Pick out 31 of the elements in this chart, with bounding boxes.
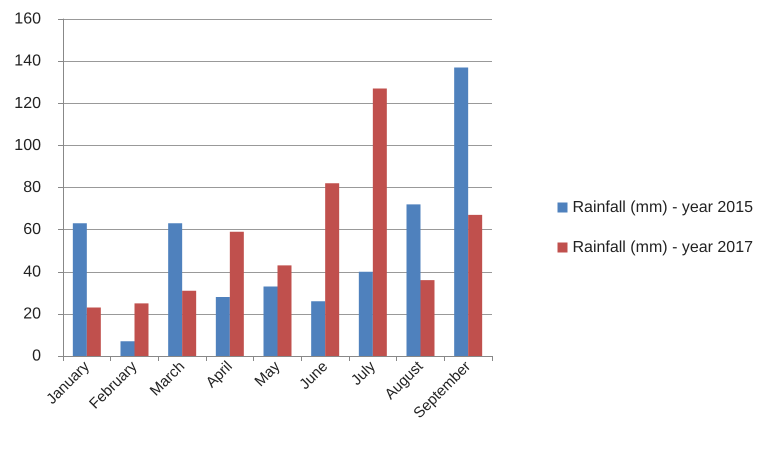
bar bbox=[468, 214, 482, 356]
bar bbox=[134, 303, 148, 356]
bar bbox=[278, 265, 292, 356]
bar bbox=[325, 183, 340, 356]
y-tick-label: 140 bbox=[14, 52, 42, 70]
x-tick-label: May bbox=[251, 358, 284, 390]
legend-label: Rainfall (mm) - year 2017 bbox=[572, 239, 754, 256]
y-tick-label: 20 bbox=[23, 305, 42, 322]
bar bbox=[86, 308, 101, 356]
bar bbox=[72, 223, 87, 356]
bar bbox=[358, 272, 373, 356]
y-tick-label: 100 bbox=[14, 136, 42, 154]
y-tick-label: 160 bbox=[14, 10, 42, 28]
bar bbox=[168, 223, 182, 356]
bar bbox=[216, 297, 230, 356]
bar bbox=[120, 341, 134, 356]
y-tick-label: 60 bbox=[23, 221, 42, 238]
legend-label: Rainfall (mm) - year 2015 bbox=[572, 199, 754, 216]
bar bbox=[230, 232, 244, 356]
bar bbox=[420, 280, 434, 356]
bar bbox=[454, 67, 468, 356]
y-tick-label: 0 bbox=[32, 348, 42, 364]
x-tick-label: July bbox=[348, 358, 380, 389]
y-tick-label: 80 bbox=[23, 179, 42, 196]
bar bbox=[372, 88, 387, 356]
bar bbox=[406, 204, 420, 356]
bar bbox=[264, 286, 278, 356]
bar bbox=[182, 290, 196, 356]
bar bbox=[311, 301, 326, 356]
y-tick-label: 40 bbox=[23, 263, 42, 280]
y-tick-label: 120 bbox=[14, 94, 42, 112]
